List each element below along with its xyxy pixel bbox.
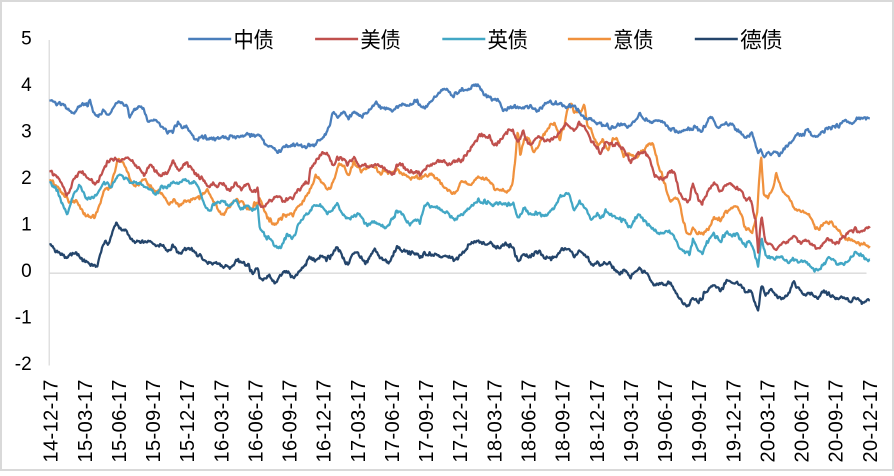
svg-text:3: 3 xyxy=(21,122,32,143)
svg-text:18-12-17: 18-12-17 xyxy=(587,379,609,462)
svg-text:14-12-17: 14-12-17 xyxy=(41,379,63,462)
svg-text:20-09-17: 20-09-17 xyxy=(826,379,848,462)
svg-text:15-03-17: 15-03-17 xyxy=(75,379,97,462)
svg-text:4: 4 xyxy=(21,75,32,96)
svg-text:0: 0 xyxy=(21,261,32,282)
svg-text:17-06-17: 17-06-17 xyxy=(382,379,404,462)
svg-text:19-12-17: 19-12-17 xyxy=(723,379,745,462)
svg-text:1: 1 xyxy=(21,215,32,236)
svg-text:20-12-17: 20-12-17 xyxy=(860,379,882,462)
svg-text:19-06-17: 19-06-17 xyxy=(655,379,677,462)
svg-text:18-09-17: 18-09-17 xyxy=(553,379,575,462)
svg-text:19-03-17: 19-03-17 xyxy=(621,379,643,462)
svg-text:20-06-17: 20-06-17 xyxy=(792,379,814,462)
svg-text:18-06-17: 18-06-17 xyxy=(519,379,541,462)
svg-text:19-09-17: 19-09-17 xyxy=(689,379,711,462)
svg-text:16-09-17: 16-09-17 xyxy=(280,379,302,462)
svg-text:17-12-17: 17-12-17 xyxy=(450,379,472,462)
svg-text:15-06-17: 15-06-17 xyxy=(109,379,131,462)
svg-text:16-06-17: 16-06-17 xyxy=(246,379,268,462)
svg-text:-1: -1 xyxy=(15,308,32,329)
svg-text:5: 5 xyxy=(21,29,32,50)
svg-text:18-03-17: 18-03-17 xyxy=(484,379,506,462)
svg-text:17-03-17: 17-03-17 xyxy=(348,379,370,462)
svg-text:-2: -2 xyxy=(15,354,32,375)
svg-text:15-12-17: 15-12-17 xyxy=(177,379,199,462)
svg-text:15-09-17: 15-09-17 xyxy=(143,379,165,462)
svg-text:20-03-17: 20-03-17 xyxy=(757,379,779,462)
svg-text:17-09-17: 17-09-17 xyxy=(416,379,438,462)
svg-text:16-03-17: 16-03-17 xyxy=(211,379,233,462)
svg-text:16-12-17: 16-12-17 xyxy=(314,379,336,462)
svg-text:2: 2 xyxy=(21,168,32,189)
